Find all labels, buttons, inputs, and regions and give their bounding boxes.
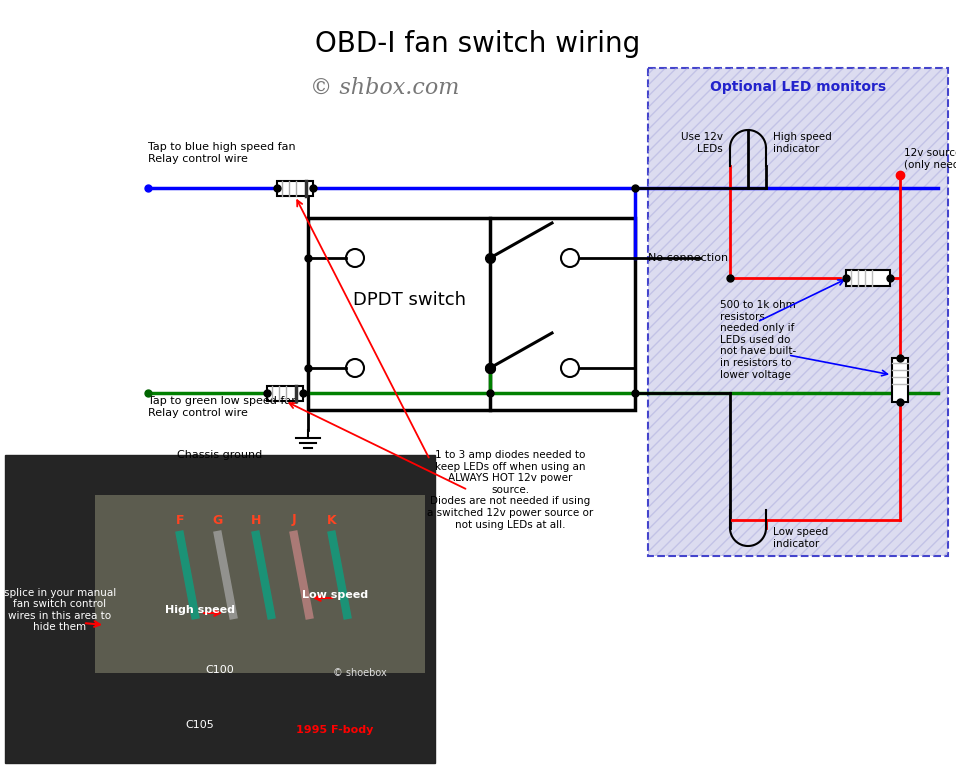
Text: Chassis ground: Chassis ground [178, 450, 263, 460]
Text: Optional LED monitors: Optional LED monitors [710, 80, 886, 94]
Text: © shbox.com: © shbox.com [311, 77, 460, 99]
Bar [95, 495, 425, 673]
Text: Tap to blue high speed fan
Relay control wire: Tap to blue high speed fan Relay control… [148, 142, 295, 164]
Text: 12v source
(only needed for LEDs): 12v source (only needed for LEDs) [904, 148, 956, 170]
Text: High speed: High speed [165, 605, 235, 615]
Text: splice in your manual
fan switch control
wires in this area to
hide them: splice in your manual fan switch control… [4, 588, 116, 632]
Text: F: F [176, 514, 185, 527]
Text: DPDT switch: DPDT switch [354, 291, 467, 309]
Bar [267, 385, 303, 401]
Text: High speed
indicator: High speed indicator [773, 132, 832, 154]
Bar [648, 68, 948, 556]
Text: © shoebox: © shoebox [333, 668, 387, 678]
Text: 500 to 1k ohm
resistors
needed only if
LEDs used do
not have built-
in resistors: 500 to 1k ohm resistors needed only if L… [720, 300, 796, 380]
Text: Low speed
indicator: Low speed indicator [773, 528, 828, 549]
Text: 1995 F-body: 1995 F-body [296, 725, 374, 735]
Text: No connection: No connection [648, 253, 728, 263]
Text: C105: C105 [185, 720, 214, 730]
Text: G: G [213, 514, 223, 527]
Text: H: H [250, 514, 261, 527]
Text: Tap to green low speed fan
Relay control wire: Tap to green low speed fan Relay control… [148, 396, 298, 418]
Bar [892, 358, 908, 402]
Bar [277, 181, 313, 195]
Bar [5, 455, 435, 763]
Text: Use 12v
LEDs: Use 12v LEDs [681, 132, 723, 154]
Bar [846, 270, 890, 286]
Text: C100: C100 [206, 665, 234, 675]
Bar [308, 218, 635, 410]
Text: OBD-I fan switch wiring: OBD-I fan switch wiring [315, 30, 641, 58]
Bar [648, 68, 948, 556]
Text: Low speed: Low speed [302, 590, 368, 600]
Text: 1 to 3 amp diodes needed to
keep LEDs off when using an
ALWAYS HOT 12v power
sou: 1 to 3 amp diodes needed to keep LEDs of… [427, 450, 593, 530]
Text: J: J [292, 514, 296, 527]
Text: K: K [327, 514, 337, 527]
